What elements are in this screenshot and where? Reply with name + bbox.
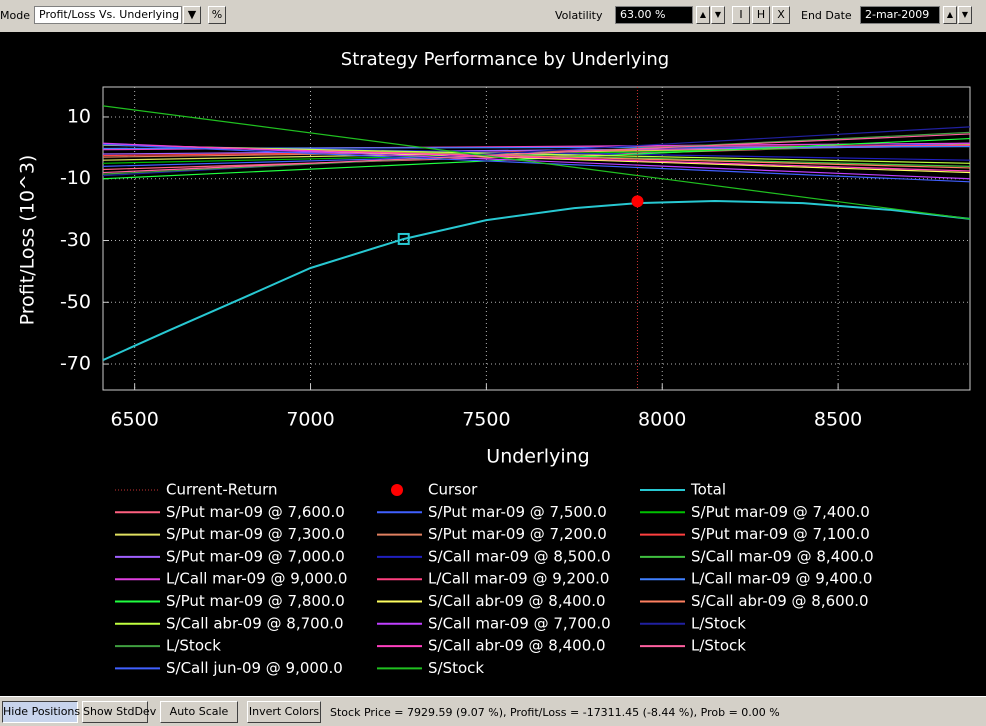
legend-label: S/Call abr-09 @ 8,600.0 <box>691 592 869 610</box>
legend-label: S/Call mar-09 @ 7,700.0 <box>428 614 611 632</box>
y-axis-label: Profit/Loss (10^3) <box>17 155 39 326</box>
volatility-label: Volatility <box>555 9 603 22</box>
toolbar: Mode Profit/Loss Vs. Underlying ▼ % Vola… <box>0 0 986 32</box>
series-line <box>103 143 970 183</box>
legend-label: L/Call mar-09 @ 9,400.0 <box>691 570 872 588</box>
mode-select[interactable]: Profit/Loss Vs. Underlying <box>34 6 182 24</box>
x-axis-label: Underlying <box>486 446 589 468</box>
legend-label: S/Call abr-09 @ 8,700.0 <box>166 614 344 632</box>
x-tick-label: 6500 <box>110 409 158 431</box>
legend-label: S/Call abr-09 @ 8,400.0 <box>428 637 606 655</box>
series-line <box>103 143 970 172</box>
cursor-point <box>631 195 644 208</box>
invert-colors-button[interactable]: Invert Colors <box>247 701 321 723</box>
x-tick-label: 7000 <box>286 409 334 431</box>
legend-label: S/Call abr-09 @ 8,400.0 <box>428 592 606 610</box>
status-info: Stock Price = 7929.59 (9.07 %), Profit/L… <box>330 706 780 719</box>
x-tick-label: 7500 <box>462 409 510 431</box>
chart-title: Strategy Performance by Underlying <box>341 49 669 70</box>
status-bar: Hide Positions Show StdDev Auto Scale In… <box>0 696 986 726</box>
legend-label: S/Put mar-09 @ 7,500.0 <box>428 503 607 521</box>
plot-area <box>103 87 970 390</box>
legend-label: Total <box>690 481 726 499</box>
legend-label: S/Put mar-09 @ 7,800.0 <box>166 592 345 610</box>
legend-label: S/Put mar-09 @ 7,600.0 <box>166 503 345 521</box>
x-tick-label: 8500 <box>814 409 862 431</box>
end-date-input[interactable]: 2-mar-2009 <box>860 6 940 24</box>
legend-label: S/Stock <box>428 659 484 677</box>
square-marker <box>397 232 410 245</box>
tool-button[interactable]: X <box>772 6 790 24</box>
hide-positions-button[interactable]: Hide Positions <box>2 701 80 723</box>
percent-button[interactable]: % <box>208 6 226 24</box>
legend-label: S/Put mar-09 @ 7,200.0 <box>428 525 607 543</box>
dropdown-button[interactable]: ▼ <box>183 6 201 24</box>
y-tick-label: -50 <box>60 291 91 313</box>
series-line <box>103 105 970 220</box>
spin-button[interactable]: ▼ <box>958 6 972 24</box>
legend-label: S/Call jun-09 @ 9,000.0 <box>166 659 343 677</box>
y-tick-label: -10 <box>60 167 91 189</box>
legend-label: S/Call mar-09 @ 8,400.0 <box>691 547 874 565</box>
series-line <box>103 199 970 361</box>
y-tick-label: 10 <box>67 105 91 127</box>
legend-label: L/Stock <box>691 637 746 655</box>
tool-button[interactable]: I <box>732 6 750 24</box>
spin-button[interactable]: ▲ <box>696 6 710 24</box>
legend-label: S/Put mar-09 @ 7,100.0 <box>691 525 870 543</box>
legend-label: S/Call mar-09 @ 8,500.0 <box>428 547 611 565</box>
legend-label: L/Stock <box>691 614 746 632</box>
spin-button[interactable]: ▲ <box>943 6 957 24</box>
mode-label: Mode <box>0 9 30 22</box>
legend-label: Current-Return <box>166 481 278 499</box>
y-tick-label: -30 <box>60 229 91 251</box>
legend-label: L/Call mar-09 @ 9,000.0 <box>166 570 347 588</box>
legend-symbol <box>391 484 403 496</box>
series-line <box>103 145 970 155</box>
legend-label: L/Stock <box>166 637 221 655</box>
end-date-label: End Date <box>801 9 852 22</box>
x-tick-label: 8000 <box>638 409 686 431</box>
legend-label: Cursor <box>428 481 478 499</box>
series-line <box>103 133 970 174</box>
tool-button[interactable]: H <box>752 6 770 24</box>
legend-label: S/Put mar-09 @ 7,400.0 <box>691 503 870 521</box>
volatility-input[interactable]: 63.00 % <box>615 6 693 24</box>
plot-frame <box>102 86 971 391</box>
legend-label: S/Put mar-09 @ 7,300.0 <box>166 525 345 543</box>
legend-label: L/Call mar-09 @ 9,200.0 <box>428 570 609 588</box>
spin-button[interactable]: ▼ <box>711 6 725 24</box>
legend-label: S/Put mar-09 @ 7,000.0 <box>166 547 345 565</box>
show-stddev-button[interactable]: Show StdDev <box>82 701 156 723</box>
chart: Strategy Performance by Underlying Under… <box>17 49 971 677</box>
auto-scale-button[interactable]: Auto Scale <box>160 701 238 723</box>
y-tick-label: -70 <box>60 353 91 375</box>
